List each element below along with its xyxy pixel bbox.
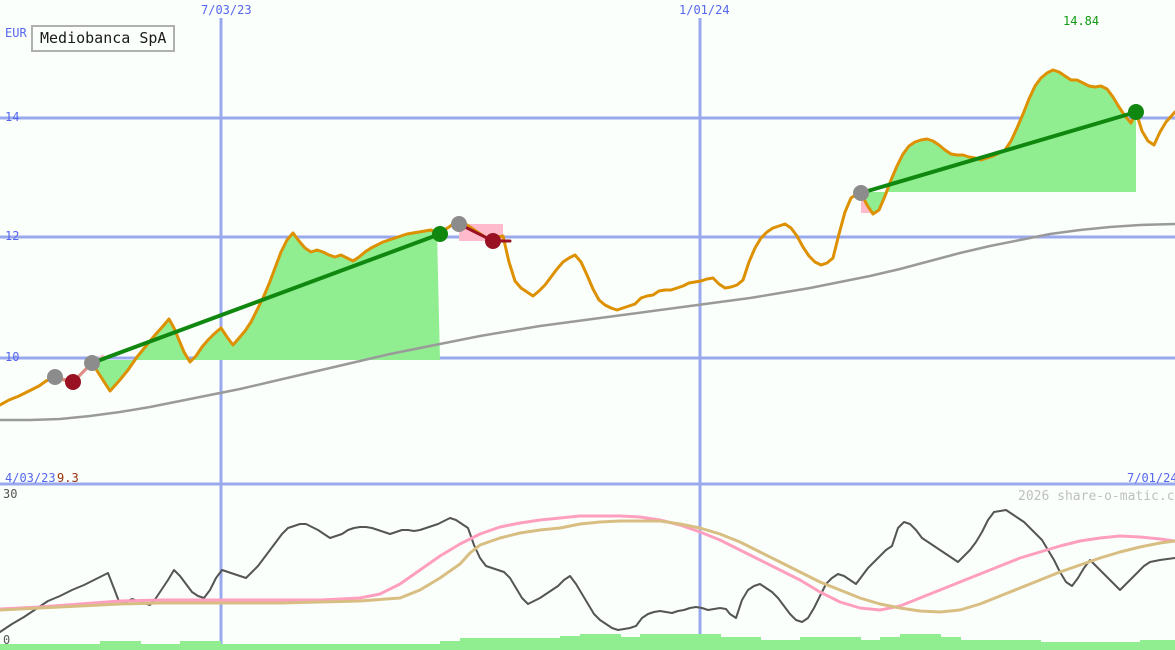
volume-bar	[240, 644, 261, 650]
volume-bar	[760, 640, 781, 650]
watermark: 2026 share-o-matic.com	[1018, 489, 1175, 504]
volume-bar	[420, 644, 441, 650]
series-line-moving-average	[0, 222, 1175, 422]
volume-bar	[520, 638, 541, 650]
volume-bar	[180, 641, 201, 650]
volume-bar	[60, 644, 81, 650]
period-high-label: 14.84	[1063, 14, 1100, 28]
volume-bar	[700, 634, 721, 650]
volume-bar	[560, 636, 581, 650]
volume-bar	[400, 644, 421, 650]
volume-bar	[1140, 640, 1161, 650]
volume-bar	[840, 637, 861, 650]
volume-bar	[880, 637, 901, 650]
volume-bar	[540, 638, 561, 650]
volume-bar	[120, 641, 141, 650]
volume-bar	[320, 644, 341, 650]
indicator-line-signal-tan	[0, 519, 1175, 614]
volume-bar	[1120, 642, 1141, 650]
volume-bar	[1060, 642, 1081, 650]
volume-bar	[40, 644, 61, 650]
indicator-tick-label-0: 0	[3, 633, 11, 647]
volume-bar	[920, 634, 941, 650]
volume-bar	[660, 634, 681, 650]
price-series-lines	[0, 68, 1175, 422]
volume-bar	[360, 644, 381, 650]
price-down-fills	[92, 193, 875, 391]
x-axis-end-label: 7/01/24	[1127, 471, 1175, 485]
volume-bar	[860, 640, 881, 650]
marker-buy-3	[432, 226, 448, 242]
volume-bar	[20, 644, 41, 650]
indicator-panel	[0, 509, 1175, 650]
volume-bar	[960, 640, 981, 650]
price-trend-fills	[92, 70, 1136, 391]
volume-bar	[1080, 642, 1101, 650]
volume-bar	[620, 637, 641, 650]
volume-bar	[280, 644, 301, 650]
uptrend-2-fill	[861, 70, 1136, 214]
volume-bar	[680, 634, 701, 650]
instrument-title: Mediobanca SpA	[40, 29, 167, 47]
volume-bar	[600, 634, 621, 650]
volume-bar	[460, 638, 481, 650]
volume-bar	[300, 644, 321, 650]
volume-bar	[780, 640, 801, 650]
y-tick-label-12: 12	[5, 229, 20, 243]
y-tick-label-10: 10	[5, 350, 20, 364]
volume-bar	[380, 644, 401, 650]
marker-neutral-2	[84, 355, 100, 371]
volume-bar	[800, 637, 821, 650]
volume-bar	[740, 637, 761, 650]
instrument-title-box: Mediobanca SpA	[31, 25, 176, 52]
volume-bar	[1100, 642, 1121, 650]
volume-bar	[220, 644, 241, 650]
period-low-label: 9.3	[57, 471, 79, 485]
y-tick-label-14: 14	[5, 110, 20, 124]
marker-buy-7	[1128, 104, 1144, 120]
marker-neutral-6	[853, 185, 869, 201]
marker-neutral-0	[47, 369, 63, 385]
x-tick-label-0: 7/03/23	[201, 3, 252, 17]
volume-bar	[140, 644, 161, 650]
uptrend-1-fill	[92, 230, 440, 391]
volume-bar	[980, 640, 1001, 650]
volume-bar	[640, 634, 661, 650]
volume-bar	[1020, 640, 1041, 650]
volume-bar	[340, 644, 361, 650]
indicator-tick-label-30: 30	[3, 487, 18, 501]
volume-bar	[100, 641, 121, 650]
volume-bar	[0, 644, 21, 650]
volume-bar	[580, 634, 601, 650]
marker-sell-1	[65, 374, 81, 390]
volume-bar	[80, 644, 101, 650]
marker-neutral-4	[451, 216, 467, 232]
x-axis-start-label: 4/03/23	[5, 471, 56, 485]
volume-bar	[900, 634, 921, 650]
indicator-line-rsi	[0, 509, 1175, 633]
volume-bar	[260, 644, 281, 650]
volume-bar	[1160, 640, 1175, 650]
price-markers	[47, 104, 1144, 390]
volume-bar	[820, 637, 841, 650]
x-tick-label-1: 1/01/24	[679, 3, 730, 17]
uptrend-2-line	[859, 110, 1138, 195]
uptrend-1-line	[90, 232, 442, 365]
volume-bar	[440, 641, 461, 650]
volume-bar	[1040, 642, 1061, 650]
volume-bar	[200, 641, 221, 650]
volume-bar	[1000, 640, 1021, 650]
volume-bar	[160, 644, 181, 650]
marker-sell-5	[485, 233, 501, 249]
volume-bar	[940, 637, 961, 650]
volume-bar	[480, 638, 501, 650]
volume-bar	[500, 638, 521, 650]
series-line-price	[0, 68, 1175, 407]
volume-bar	[720, 637, 741, 650]
currency-label: EUR	[5, 26, 27, 40]
